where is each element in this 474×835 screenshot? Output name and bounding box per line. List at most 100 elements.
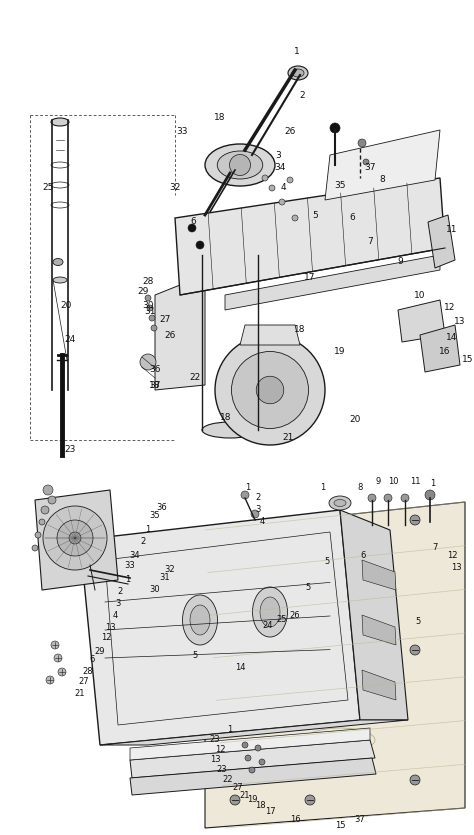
Text: 18: 18 bbox=[220, 413, 232, 423]
Text: 17: 17 bbox=[264, 807, 275, 817]
Text: 2: 2 bbox=[140, 538, 146, 546]
Circle shape bbox=[292, 215, 298, 221]
Circle shape bbox=[269, 185, 275, 191]
Circle shape bbox=[256, 377, 284, 404]
Text: 2: 2 bbox=[299, 92, 305, 100]
Text: 32: 32 bbox=[164, 565, 175, 574]
Text: 32: 32 bbox=[169, 184, 181, 193]
Text: 12: 12 bbox=[101, 634, 111, 642]
Text: 7: 7 bbox=[432, 544, 438, 553]
Text: 13: 13 bbox=[105, 624, 115, 632]
Text: 12: 12 bbox=[215, 746, 225, 755]
Text: 3: 3 bbox=[275, 151, 281, 160]
Text: 13: 13 bbox=[454, 317, 466, 326]
Polygon shape bbox=[100, 720, 408, 745]
Polygon shape bbox=[130, 740, 375, 778]
Text: 31: 31 bbox=[160, 574, 170, 583]
Circle shape bbox=[147, 305, 153, 311]
Text: 22: 22 bbox=[190, 373, 201, 382]
Polygon shape bbox=[428, 215, 455, 268]
Text: 5: 5 bbox=[312, 210, 318, 220]
Text: 11: 11 bbox=[410, 478, 420, 487]
Circle shape bbox=[241, 491, 249, 499]
Polygon shape bbox=[362, 615, 396, 645]
Text: 5: 5 bbox=[305, 584, 310, 593]
Circle shape bbox=[43, 506, 107, 570]
Text: 26: 26 bbox=[164, 331, 176, 340]
Text: 7: 7 bbox=[367, 237, 373, 246]
Circle shape bbox=[215, 335, 325, 445]
Text: 24: 24 bbox=[64, 336, 76, 345]
Text: 33: 33 bbox=[125, 561, 136, 570]
Text: 18: 18 bbox=[214, 114, 226, 123]
Circle shape bbox=[46, 676, 54, 684]
Text: 25: 25 bbox=[277, 615, 287, 625]
Text: 27: 27 bbox=[233, 783, 243, 792]
Ellipse shape bbox=[288, 66, 308, 80]
Ellipse shape bbox=[329, 496, 351, 510]
Text: 37: 37 bbox=[149, 381, 161, 389]
Text: 20: 20 bbox=[60, 301, 72, 310]
Text: 27: 27 bbox=[159, 316, 171, 325]
Circle shape bbox=[245, 755, 251, 761]
Text: 14: 14 bbox=[447, 333, 458, 342]
Polygon shape bbox=[362, 670, 396, 700]
Text: 37: 37 bbox=[364, 164, 376, 173]
Polygon shape bbox=[240, 325, 300, 345]
Text: 15: 15 bbox=[462, 356, 474, 365]
Text: 23: 23 bbox=[64, 446, 76, 454]
Text: 21: 21 bbox=[283, 433, 294, 443]
Polygon shape bbox=[35, 490, 118, 590]
Text: 9: 9 bbox=[375, 478, 381, 487]
Text: 9: 9 bbox=[397, 257, 403, 266]
Text: 10: 10 bbox=[414, 291, 426, 300]
Text: 34: 34 bbox=[130, 551, 140, 560]
Text: 23: 23 bbox=[210, 736, 220, 745]
Text: 26: 26 bbox=[284, 128, 296, 136]
Text: 29: 29 bbox=[95, 647, 105, 656]
Circle shape bbox=[287, 177, 293, 183]
Text: 36: 36 bbox=[156, 504, 167, 513]
Text: 5: 5 bbox=[192, 651, 198, 660]
Text: 13: 13 bbox=[210, 756, 220, 765]
Text: 3: 3 bbox=[255, 505, 261, 514]
Circle shape bbox=[58, 668, 66, 676]
Circle shape bbox=[57, 520, 93, 556]
Text: 28: 28 bbox=[142, 277, 154, 286]
Text: 4: 4 bbox=[112, 610, 118, 620]
Polygon shape bbox=[225, 255, 440, 310]
Text: 22: 22 bbox=[223, 776, 233, 785]
Circle shape bbox=[32, 545, 38, 551]
Ellipse shape bbox=[260, 597, 280, 627]
Text: 6: 6 bbox=[349, 214, 355, 222]
Circle shape bbox=[410, 775, 420, 785]
Ellipse shape bbox=[205, 144, 275, 186]
Circle shape bbox=[410, 515, 420, 525]
Ellipse shape bbox=[217, 151, 263, 179]
Text: 1: 1 bbox=[294, 48, 300, 57]
Circle shape bbox=[259, 759, 265, 765]
Circle shape bbox=[425, 490, 435, 500]
Ellipse shape bbox=[182, 595, 218, 645]
Text: 2: 2 bbox=[118, 588, 123, 596]
Text: 4: 4 bbox=[280, 184, 286, 193]
Text: 16: 16 bbox=[290, 816, 301, 824]
Text: 13: 13 bbox=[451, 564, 461, 573]
Text: 30: 30 bbox=[142, 301, 154, 310]
Ellipse shape bbox=[202, 247, 258, 263]
Text: 35: 35 bbox=[150, 512, 160, 520]
Text: 1: 1 bbox=[126, 575, 131, 584]
Circle shape bbox=[279, 199, 285, 205]
Ellipse shape bbox=[51, 118, 69, 126]
Text: 8: 8 bbox=[379, 175, 385, 185]
Circle shape bbox=[231, 352, 309, 428]
Circle shape bbox=[145, 295, 151, 301]
Text: 12: 12 bbox=[447, 551, 457, 560]
Text: 16: 16 bbox=[439, 347, 451, 357]
Polygon shape bbox=[80, 510, 360, 745]
Circle shape bbox=[368, 494, 376, 502]
Circle shape bbox=[43, 485, 53, 495]
Ellipse shape bbox=[53, 277, 67, 283]
Text: 19: 19 bbox=[247, 796, 257, 804]
Text: 23: 23 bbox=[217, 766, 228, 775]
